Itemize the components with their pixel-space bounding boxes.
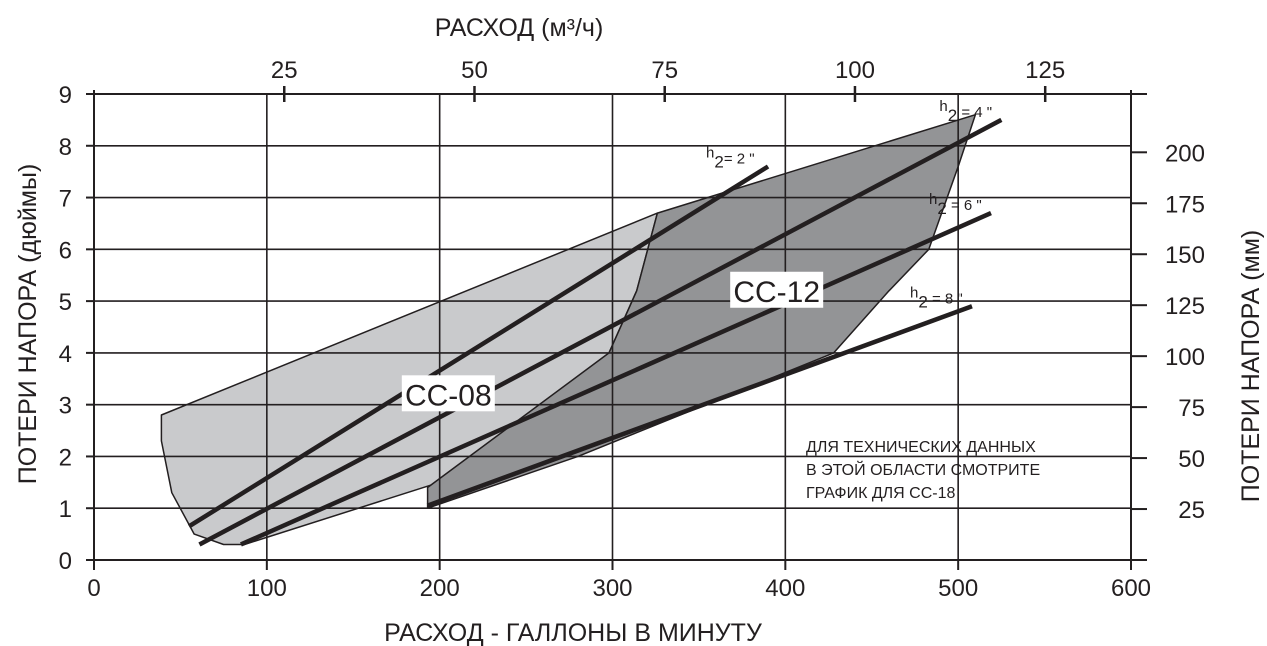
y-tick-label: 6 <box>59 237 72 264</box>
x-tick-label: 200 <box>420 575 460 602</box>
x-tick-label: 0 <box>87 575 100 602</box>
y-tick-label: 2 <box>59 444 72 471</box>
y-tick-label: 9 <box>59 82 72 109</box>
x-tick-label: 300 <box>592 575 632 602</box>
right-tick-label: 150 <box>1165 242 1205 269</box>
right-tick-label: 50 <box>1178 446 1205 473</box>
series-label-3: h2 = 6 " <box>929 191 982 218</box>
right-tick-label: 175 <box>1165 191 1205 218</box>
annotation-line-2: В ЭТОЙ ОБЛАСТИ СМОТРИТЕ <box>806 460 1040 479</box>
y-tick-label: 0 <box>59 548 72 575</box>
region-label-cc-12: CC-12 <box>733 276 820 309</box>
series-line-4 <box>426 304 973 508</box>
region-label-bg <box>730 271 824 308</box>
y-tick-label: 5 <box>59 289 72 316</box>
top-tick-label: 25 <box>271 57 298 84</box>
series-layer <box>187 117 1003 547</box>
x-axis-title: РАСХОД - ГАЛЛОНЫ В МИНУТУ <box>384 619 762 646</box>
y-tick-label: 3 <box>59 393 72 420</box>
y-tick-label: 7 <box>59 186 72 213</box>
region-label-cc-08: CC-08 <box>405 379 492 412</box>
right-tick-label: 25 <box>1178 497 1205 524</box>
y-tick-label: 1 <box>59 496 72 523</box>
labels-layer: 0 100 200 300 400 500 600 0 1 2 3 4 5 6 7 8 9 25 50 75 100 12… <box>59 57 1205 602</box>
annotation-line-3: ГРАФИК ДЛЯ CC-18 <box>806 485 956 502</box>
top-tick-label: 125 <box>1025 57 1065 84</box>
y-tick-label: 8 <box>59 134 72 161</box>
right-tick-label: 75 <box>1178 395 1205 422</box>
x-tick-label: 400 <box>765 575 805 602</box>
top-tick-label: 100 <box>835 57 875 84</box>
region-label-bg <box>401 375 495 412</box>
right-tick-label: 100 <box>1165 344 1205 371</box>
x-tick-label: 600 <box>1111 575 1151 602</box>
series-line-3 <box>239 211 992 547</box>
top-tick-label: 50 <box>461 57 488 84</box>
x-tick-label: 100 <box>247 575 287 602</box>
series-label-2: h2 = 4 " <box>939 98 992 125</box>
y-axis-right-title: ПОТЕРИ НАПОРА (мм) <box>1237 230 1265 502</box>
series-label-1: h2= 2 " <box>706 144 755 171</box>
right-tick-label: 125 <box>1165 293 1205 320</box>
series-line-2 <box>198 117 1003 547</box>
grid-layer <box>86 86 1147 570</box>
x-tick-label: 500 <box>938 575 978 602</box>
y-axis-title: ПОТЕРИ НАПОРА (дюймы) <box>14 164 42 485</box>
series-label-4: h2 = 8 " <box>910 284 963 311</box>
top-tick-label: 75 <box>651 57 678 84</box>
regions-layer <box>160 113 977 546</box>
right-tick-label: 200 <box>1165 140 1205 167</box>
series-line-1 <box>187 164 770 529</box>
top-axis-title: РАСХОД (м³/ч) <box>435 14 604 42</box>
annotation-line-1: ДЛЯ ТЕХНИЧЕСКИХ ДАННЫХ <box>806 439 1036 456</box>
y-tick-label: 4 <box>59 341 72 368</box>
